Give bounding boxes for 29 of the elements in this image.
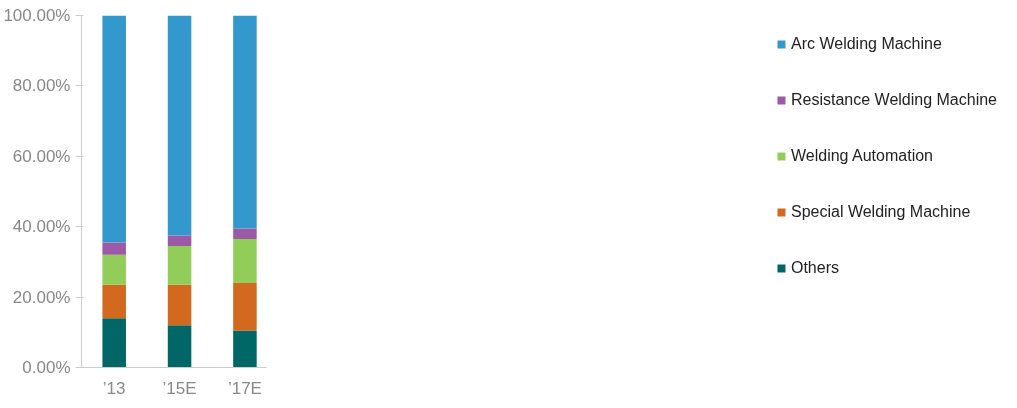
bar (167, 15, 192, 236)
y-tick-label: 60.00% (12, 146, 71, 166)
legend-label: Special Welding Machine (790, 203, 971, 221)
legend-label: Resistance Welding Machine (790, 91, 997, 109)
bar (233, 239, 257, 284)
x-tick-label: ’13 (102, 378, 126, 398)
y-tick-label: 100.00% (3, 6, 71, 25)
bar (233, 15, 257, 229)
legend-label: Welding Automation (790, 147, 933, 165)
bar (233, 283, 257, 331)
bar (102, 284, 126, 319)
bar (102, 318, 126, 368)
y-tick-label: 0.00% (22, 358, 71, 377)
legend-label: Arc Welding Machine (790, 35, 942, 53)
y-tick-label: 20.00% (12, 287, 71, 307)
y-tick-label: 80.00% (12, 76, 71, 96)
legend-label: Others (790, 259, 839, 277)
bar (167, 246, 192, 285)
bar (102, 15, 126, 243)
bar (233, 330, 257, 368)
bar (102, 254, 126, 285)
bar (102, 242, 126, 255)
x-tick-label: ’17E (227, 378, 262, 398)
bar (233, 228, 257, 240)
bar (167, 235, 192, 247)
bar (167, 284, 192, 326)
bar (167, 325, 192, 368)
y-tick-label: 40.00% (12, 217, 71, 237)
x-tick-label: ’15E (162, 378, 197, 398)
